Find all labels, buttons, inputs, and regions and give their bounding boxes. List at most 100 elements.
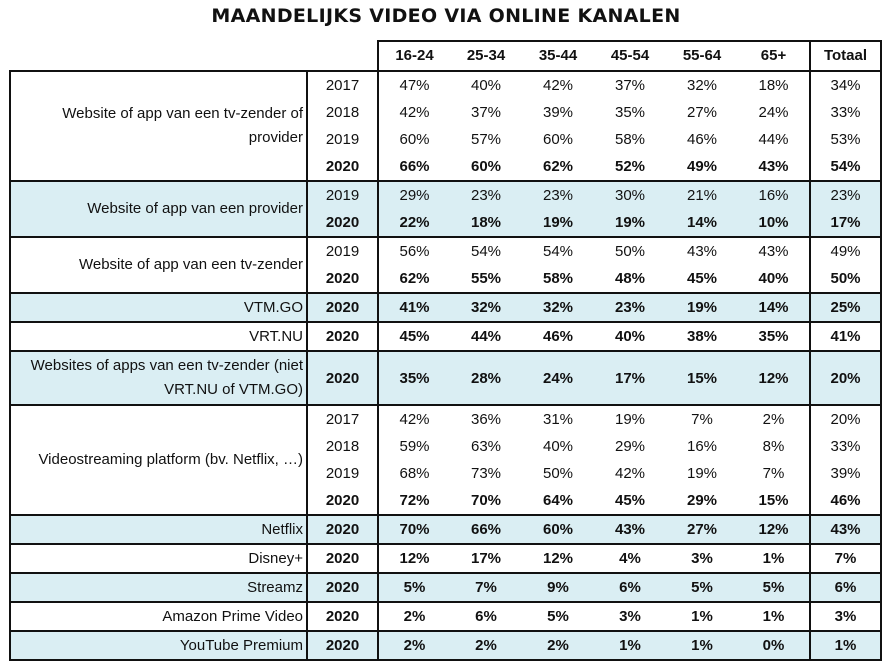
value-cell: 40% <box>758 270 789 287</box>
value-cell: 12% <box>738 514 810 544</box>
table-row: 2019 60% 57% 60% 58% 46% 44% 53% <box>10 126 882 153</box>
table-body: 16-24 25-34 35-44 45-54 55-64 65+ Totaal… <box>9 40 882 661</box>
value-cell: 7% <box>762 465 785 482</box>
table-row: 2020 66% 60% 62% 52% 49% 43% 54% <box>10 153 882 181</box>
value-cell: 29% <box>686 492 718 509</box>
value-cell: 66% <box>399 158 430 175</box>
value-cell: 24% <box>522 350 594 405</box>
total-cell: 41% <box>809 321 882 351</box>
value-cell: 58% <box>614 131 646 148</box>
value-cell: 70% <box>378 514 450 544</box>
value-cell: 24% <box>758 104 789 121</box>
header-row: 16-24 25-34 35-44 45-54 55-64 65+ Totaal <box>10 40 882 71</box>
year-cell: 2020 <box>307 321 379 351</box>
table-row: 2020 62% 55% 58% 48% 45% 40% 50% <box>10 265 882 293</box>
value-cell: 58% <box>542 270 574 287</box>
total-cell: 46% <box>809 487 882 515</box>
total-cell: 33% <box>809 99 882 126</box>
header-empty-label <box>10 41 307 71</box>
table-row: 2018 42% 37% 39% 35% 27% 24% 33% <box>10 99 882 126</box>
value-cell: 5% <box>378 572 450 602</box>
value-cell: 16% <box>738 180 810 209</box>
value-cell: 42% <box>399 104 430 121</box>
value-cell: 37% <box>470 104 502 121</box>
year-cell: 2020 <box>307 153 379 181</box>
value-cell: 17% <box>450 543 522 573</box>
year-cell: 2020 <box>307 514 379 544</box>
row-label: Website of app van een tv-zender <box>9 236 308 293</box>
value-cell: 22% <box>378 209 450 237</box>
value-cell: 60% <box>542 131 574 148</box>
header-col-25-34: 25-34 <box>450 40 522 71</box>
year-cell: 2020 <box>307 292 379 322</box>
value-cell: 28% <box>450 350 522 405</box>
value-cell: 55% <box>470 270 502 287</box>
value-cell: 3% <box>666 543 738 573</box>
table-row: 2019 68% 73% 50% 42% 19% 7% 39% <box>10 460 882 487</box>
row-label-text: Websites of apps van een tv-zender (niet… <box>30 357 303 398</box>
value-cell: 35% <box>738 321 810 351</box>
value-cell: 2% <box>738 404 810 433</box>
value-cell: 45% <box>614 492 646 509</box>
value-cell: 32% <box>450 292 522 322</box>
value-cell: 44% <box>758 131 789 148</box>
value-cell: 2% <box>378 630 450 661</box>
value-cell: 1% <box>738 543 810 573</box>
value-cell: 43% <box>738 236 810 265</box>
value-cell: 27% <box>666 514 738 544</box>
row-label: Amazon Prime Video <box>9 601 308 631</box>
total-cell: 23% <box>809 180 882 209</box>
header-col-55-64: 55-64 <box>666 40 738 71</box>
total-cell: 43% <box>809 514 882 544</box>
year-cell: 2018 <box>307 433 379 460</box>
value-cell: 12% <box>378 543 450 573</box>
total-cell: 17% <box>809 209 882 237</box>
value-cell: 64% <box>542 492 574 509</box>
value-cell: 60% <box>399 131 430 148</box>
value-cell: 27% <box>686 104 718 121</box>
row-label: VTM.GO <box>9 292 308 322</box>
value-cell: 2% <box>378 601 450 631</box>
row-label-text: Website of app van een provider <box>87 200 303 217</box>
value-cell: 1% <box>594 630 666 661</box>
total-cell: 39% <box>809 460 882 487</box>
total-cell: 6% <box>809 572 882 602</box>
value-cell: 31% <box>522 404 594 433</box>
value-cell: 29% <box>378 180 450 209</box>
value-cell: 15% <box>758 492 789 509</box>
value-cell: 45% <box>378 321 450 351</box>
total-cell: 1% <box>809 630 882 661</box>
total-cell: 50% <box>809 265 882 293</box>
value-cell: 18% <box>738 70 810 99</box>
year-cell: 2019 <box>307 126 379 153</box>
value-cell: 38% <box>666 321 738 351</box>
value-cell: 19% <box>522 209 594 237</box>
table-row: Website of app van een tv-zender of prov… <box>9 70 882 181</box>
row-label-text: Videostreaming platform (bv. Netflix, …) <box>38 451 303 468</box>
value-cell: 43% <box>666 236 738 265</box>
value-cell: 43% <box>758 158 789 175</box>
value-cell: 50% <box>542 465 574 482</box>
row-label-text: VTM.GO <box>243 298 303 316</box>
value-cell: 62% <box>399 270 430 287</box>
value-cell: 5% <box>522 601 594 631</box>
value-cell: 42% <box>614 465 646 482</box>
table-row: Website of app van een provider 2019 29% 23… <box>9 180 882 237</box>
header-empty-year <box>307 41 378 71</box>
value-cell: 4% <box>594 543 666 573</box>
header-col-35-44: 35-44 <box>522 40 594 71</box>
value-cell: 32% <box>666 70 738 99</box>
header-col-65plus: 65+ <box>738 40 810 71</box>
value-cell: 60% <box>522 514 594 544</box>
table-row: Disney+ 2020 12% 17% 12% 4% 3% 1% 7% <box>9 543 882 573</box>
value-cell: 70% <box>470 492 502 509</box>
value-cell: 39% <box>542 104 574 121</box>
value-cell: 49% <box>686 158 718 175</box>
value-cell: 0% <box>738 630 810 661</box>
value-cell: 5% <box>738 572 810 602</box>
year-cell: 2020 <box>307 572 379 602</box>
total-cell: 25% <box>809 292 882 322</box>
header-col-16-24: 16-24 <box>377 40 450 71</box>
value-cell: 19% <box>594 404 666 433</box>
value-cell: 19% <box>686 465 718 482</box>
